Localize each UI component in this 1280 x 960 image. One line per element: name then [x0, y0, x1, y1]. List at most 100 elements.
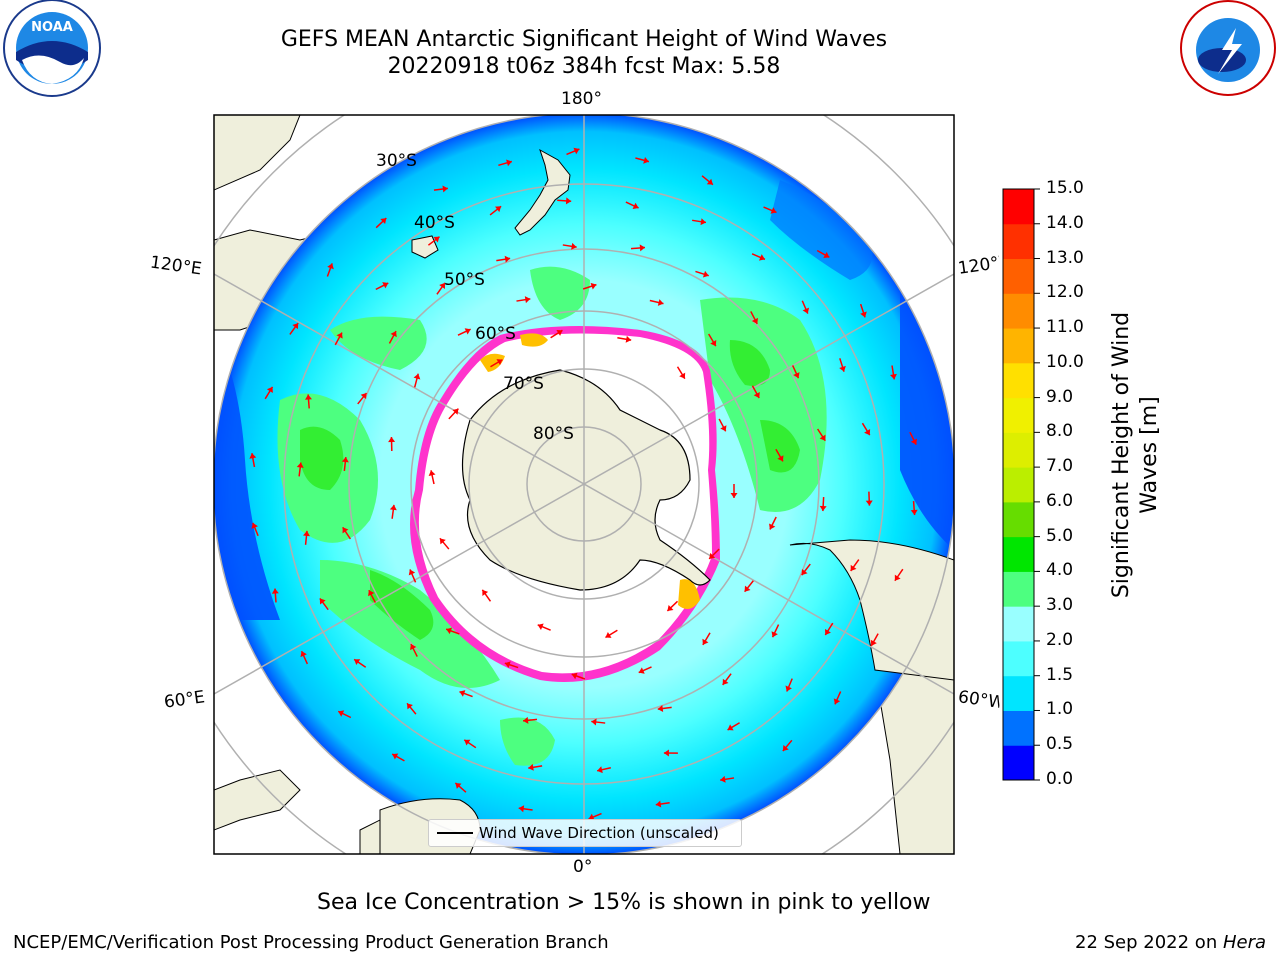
wind-wave-arrowhead — [793, 372, 800, 379]
wind-wave-arrowhead — [632, 202, 639, 210]
colorbar-tick-label: 0.5 — [1046, 734, 1074, 755]
colorbar-tick-label: 15.0 — [1046, 178, 1084, 198]
wind-wave-arrowhead — [292, 323, 299, 330]
wind-wave-arrowhead — [591, 718, 597, 726]
wind-wave-arrowhead — [446, 627, 453, 635]
colorbar-tick-label: 2.0 — [1046, 629, 1074, 650]
colorbar-tick-label: 7.0 — [1046, 456, 1074, 477]
colorbar-segment — [1003, 258, 1034, 294]
wind-wave-arrowhead — [504, 661, 511, 669]
wind-wave-arrowhead — [464, 739, 471, 746]
wind-wave-arrowhead — [655, 800, 662, 808]
wind-wave-arrowhead — [271, 588, 279, 594]
wind-wave-arrowhead — [643, 156, 649, 164]
wind-wave-arrowhead — [249, 453, 257, 459]
map-frame — [213, 114, 955, 855]
colorbar-segment — [1003, 467, 1034, 503]
sea-ice-footnote: Sea Ice Concentration > 15% is shown in … — [317, 890, 931, 915]
wind-wave-arrowhead — [565, 197, 572, 205]
wind-wave-arrowhead — [777, 455, 784, 462]
wind-wave-arrowhead — [455, 782, 462, 789]
wind-wave-arrowhead — [597, 766, 603, 774]
wind-wave-arrowhead — [428, 470, 436, 476]
wind-wave-arrowhead — [702, 270, 709, 278]
wind-wave-arrowhead — [410, 644, 417, 651]
colorbar-tick-label: 9.0 — [1046, 386, 1074, 407]
wind-wave-arrows — [249, 147, 918, 821]
colorbar-segment — [1003, 362, 1034, 399]
wind-wave-arrowhead — [770, 207, 777, 214]
colorbar-tick-label: 4.0 — [1046, 560, 1074, 581]
wind-wave-arrowhead — [407, 703, 413, 710]
colorbar-segment — [1003, 223, 1034, 260]
credit-left: NCEP/EMC/Verification Post Processing Pr… — [13, 932, 609, 953]
colorbar-tick-label: 1.0 — [1046, 699, 1074, 720]
graticule — [214, 115, 954, 854]
wind-wave-arrowhead — [524, 296, 531, 304]
wind-wave-arrowhead — [342, 527, 349, 534]
colorbar-segment — [1003, 710, 1034, 746]
wind-wave-arrowhead — [495, 206, 502, 213]
wind-wave-arrowhead — [824, 628, 831, 635]
wind-wave-arrowhead — [865, 500, 873, 506]
wind-wave-arrowhead — [338, 710, 345, 717]
wind-wave-arrowhead — [382, 282, 389, 289]
colorbar-segment — [1003, 536, 1034, 572]
colorbar-segment — [1003, 397, 1034, 433]
wind-wave-arrowhead — [556, 330, 563, 336]
wind-wave-arrowhead — [605, 631, 612, 638]
noaa-logo — [3, 0, 101, 97]
wind-wave-arrowhead — [300, 651, 307, 658]
wind-wave-arrowhead — [751, 317, 759, 324]
wind-wave-arrowhead — [389, 504, 397, 511]
wind-wave-arrowhead — [413, 373, 421, 380]
chart-subtitle: 20220918 t06z 384h fcst Max: 5.58 — [387, 54, 781, 79]
wind-wave-arrowhead — [439, 538, 446, 545]
credit-date: 22 Sep 2022 on — [1075, 932, 1223, 953]
map-legend: Wind Wave Direction (unscaled) — [428, 819, 742, 847]
wind-wave-arrowhead — [638, 667, 645, 674]
wind-wave-arrowhead — [890, 373, 897, 380]
wind-wave-arrowhead — [380, 218, 387, 225]
wind-wave-arrowhead — [657, 299, 664, 306]
wind-wave-arrowhead — [327, 263, 334, 270]
wind-wave-arrowhead — [388, 437, 396, 443]
wind-wave-arrowhead — [706, 178, 713, 185]
lat-label-30s: 30°S — [376, 151, 417, 171]
wind-wave-arrowhead — [354, 659, 361, 666]
colorbar-segment — [1003, 675, 1034, 711]
wind-wave-arrowhead — [860, 311, 867, 318]
wind-wave-arrowhead — [657, 705, 664, 712]
wind-wave-arrowhead — [392, 753, 399, 760]
wind-wave-arrowhead — [482, 589, 489, 596]
colorbar-segment — [1003, 293, 1034, 329]
wind-wave-arrowhead — [720, 775, 726, 783]
wind-wave-arrowhead — [667, 604, 674, 611]
wind-wave-arrowhead — [782, 744, 789, 752]
lat-label-60s: 60°S — [475, 324, 516, 344]
wind-wave-arrowhead — [523, 716, 529, 724]
wind-wave-arrowhead — [506, 159, 512, 167]
wind-wave-arrowhead — [588, 813, 595, 821]
wind-wave-arrowhead — [758, 254, 765, 261]
colorbar-tick-label: 0.0 — [1046, 769, 1074, 789]
wind-wave-arrowhead — [769, 523, 776, 530]
legend-line-swatch — [437, 832, 473, 834]
colorbar-tick-label: 3.0 — [1046, 595, 1074, 616]
wind-wave-arrowhead — [700, 218, 706, 226]
wind-wave-arrowhead — [303, 530, 310, 537]
colorbar-label-line1: Significant Height of Wind — [1109, 311, 1134, 599]
noaa-logo-label: NOAA — [31, 20, 73, 35]
colorbar-segment — [1003, 432, 1034, 468]
wind-wave-arrowhead — [408, 569, 416, 576]
colorbar-tick-label: 14.0 — [1046, 212, 1084, 233]
colorbar-label: Significant Height of Wind Waves [m] — [1108, 305, 1164, 605]
wind-wave-arrowhead — [296, 462, 304, 468]
wind-wave-arrowhead — [573, 147, 580, 155]
wind-wave-arrowhead — [319, 598, 326, 605]
lon-label-180: 180° — [561, 89, 602, 109]
wind-wave-arrowhead — [850, 564, 857, 571]
wind-wave-arrowhead — [459, 690, 466, 697]
wind-wave-arrowhead — [663, 749, 669, 757]
wind-wave-arrowhead — [439, 282, 445, 289]
